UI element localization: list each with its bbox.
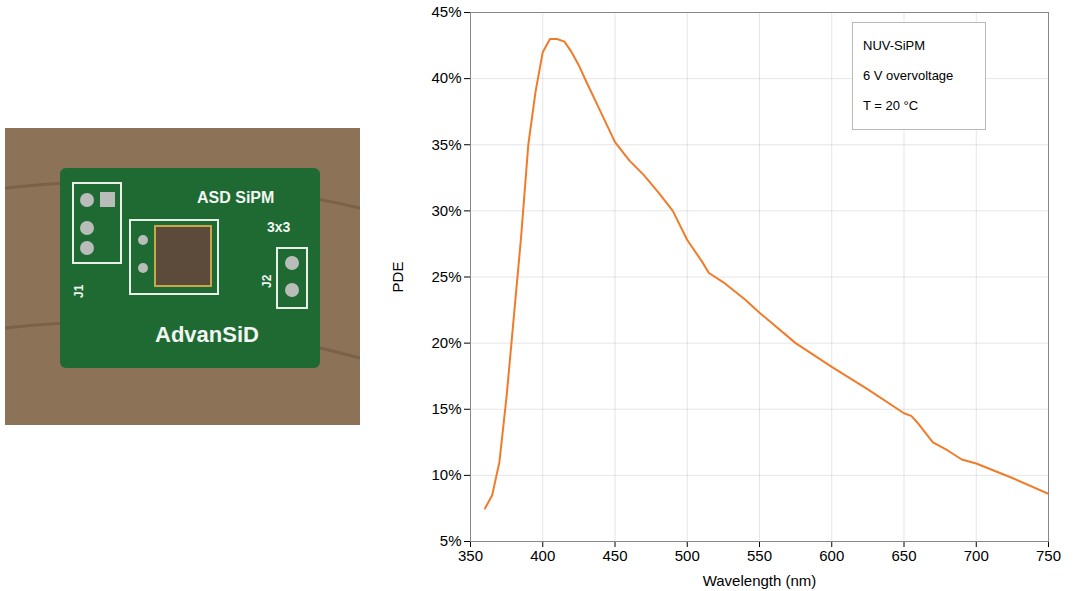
svg-text:5%: 5%: [439, 532, 462, 550]
svg-text:750: 750: [1036, 547, 1061, 564]
svg-text:35%: 35%: [431, 136, 461, 153]
svg-text:20%: 20%: [431, 334, 461, 351]
svg-text:600: 600: [819, 547, 844, 564]
html-text:6 V overvoltage: 6 V overvoltage: [863, 68, 954, 83]
svg-text:J2: J2: [260, 274, 274, 288]
svg-text:PDE: PDE: [389, 262, 406, 293]
svg-text:AdvanSiD: AdvanSiD: [155, 322, 259, 347]
svg-text:450: 450: [602, 547, 627, 564]
svg-text:10%: 10%: [431, 466, 461, 483]
html-text:NUV-SiPM: NUV-SiPM: [863, 38, 926, 53]
html-text:T = 20 °C: T = 20 °C: [863, 98, 919, 113]
svg-text:3x3: 3x3: [267, 219, 291, 235]
svg-text:15%: 15%: [431, 400, 461, 417]
svg-text:25%: 25%: [431, 268, 461, 285]
svg-text:Wavelength (nm): Wavelength (nm): [703, 572, 817, 589]
svg-text:400: 400: [530, 547, 555, 564]
svg-text:40%: 40%: [431, 69, 461, 86]
svg-text:ASD SiPM: ASD SiPM: [197, 189, 274, 206]
svg-text:700: 700: [964, 547, 989, 564]
svg-text:500: 500: [675, 547, 700, 564]
svg-text:30%: 30%: [431, 202, 461, 219]
svg-text:550: 550: [747, 547, 772, 564]
svg-text:350: 350: [458, 547, 483, 564]
svg-text:J1: J1: [72, 284, 86, 298]
svg-text:650: 650: [891, 547, 916, 564]
svg-text:45%: 45%: [431, 3, 461, 20]
